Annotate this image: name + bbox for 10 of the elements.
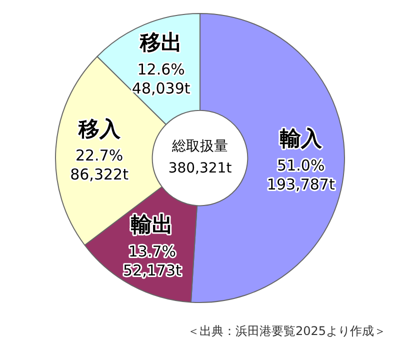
- slice-label: 輸出: [130, 212, 174, 236]
- data-label: 51.0% 193,787t: [266, 156, 335, 194]
- text: 総取扱量 380,321t: [168, 138, 232, 177]
- data-label: 12.6% 48,039t: [132, 60, 190, 98]
- data-label: 22.7% 86,322t: [70, 146, 129, 184]
- text: ＜出典：浜田港要覧2025より作成＞: [187, 323, 386, 340]
- slice-label: 移入: [77, 116, 122, 141]
- slice-label: 移出: [139, 30, 182, 54]
- slice-label: 輸入: [278, 126, 323, 151]
- data-label: 13.7% 52,173t: [123, 242, 182, 280]
